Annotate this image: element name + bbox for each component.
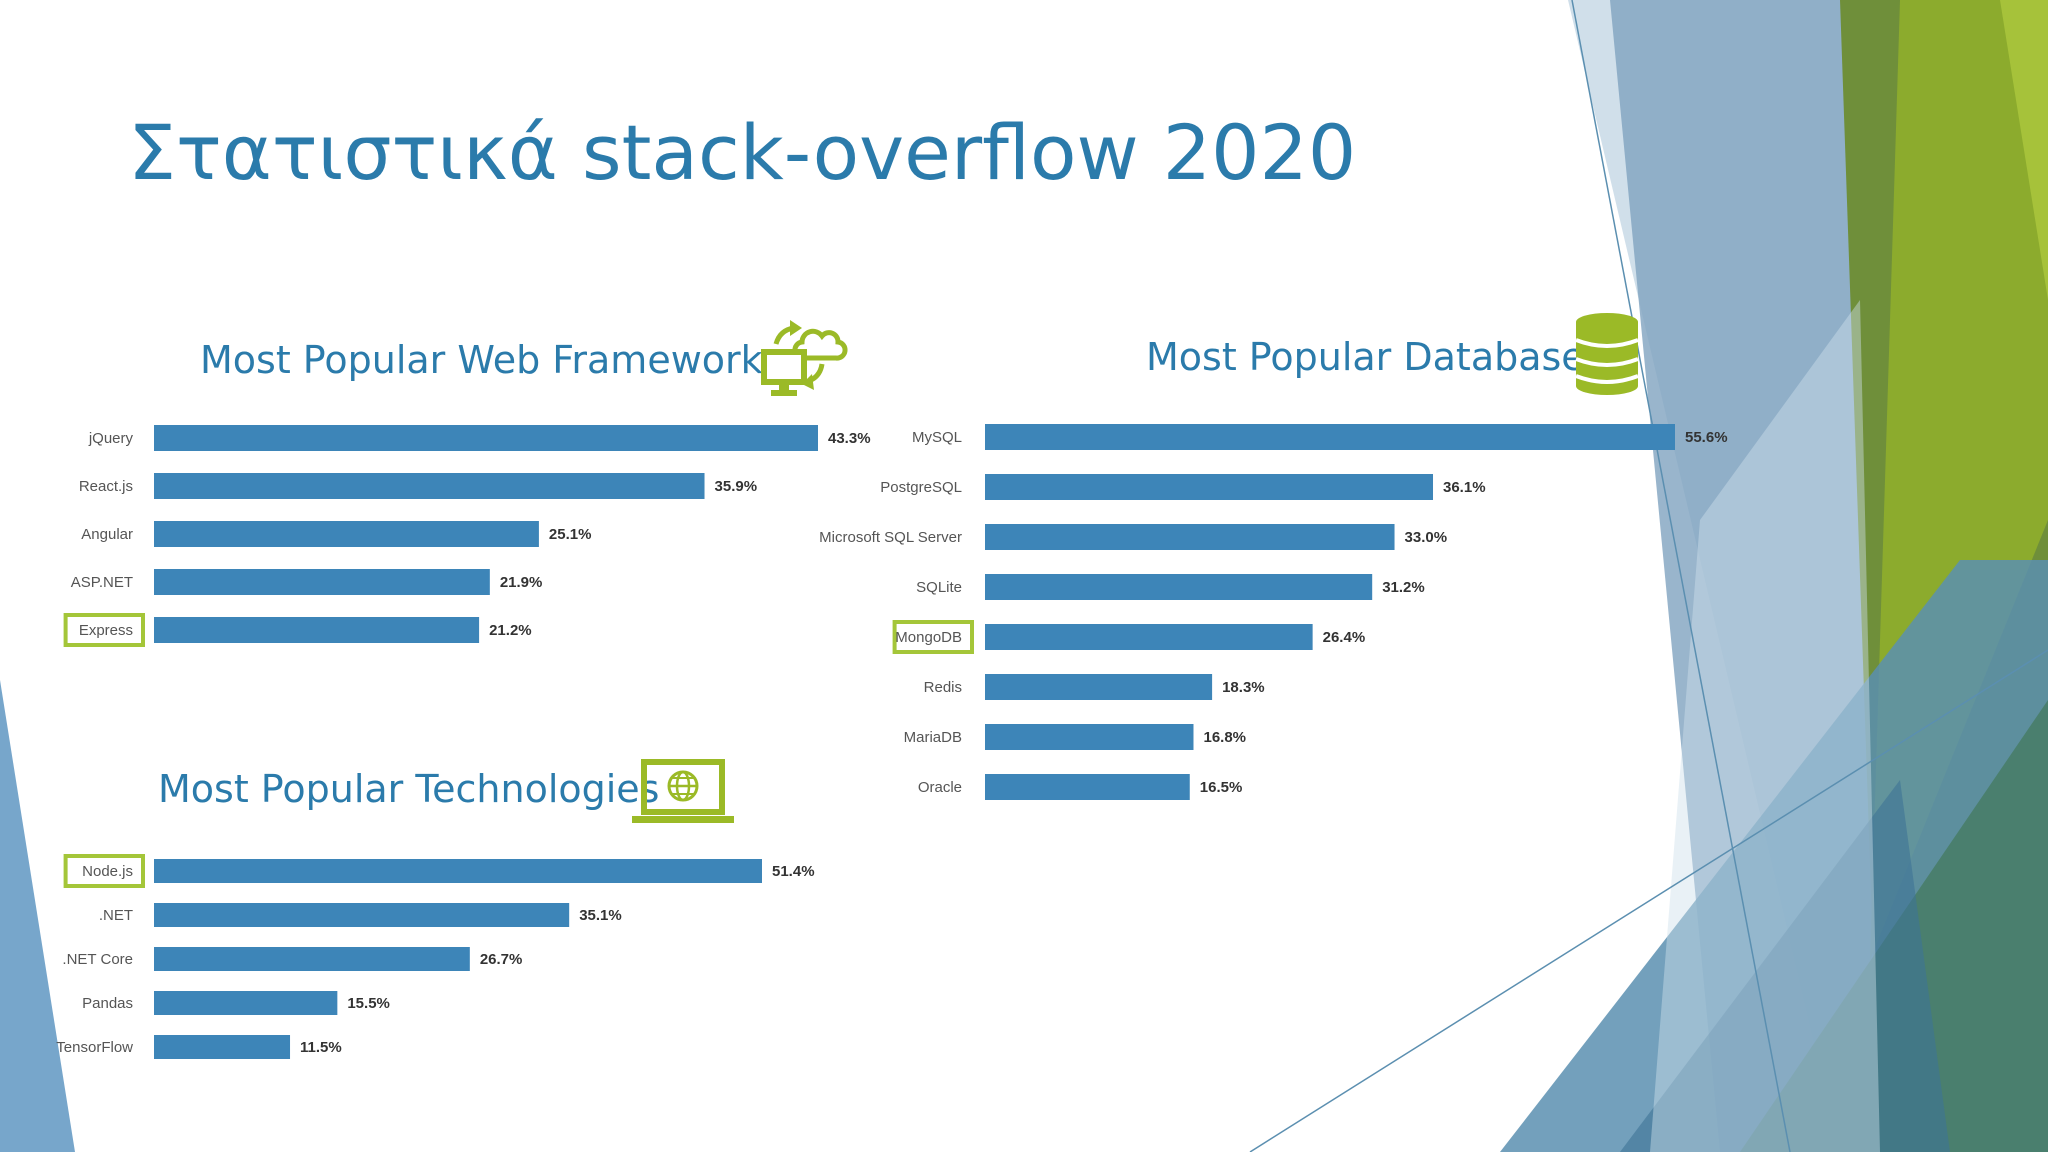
highlight-box-mongodb <box>892 620 974 654</box>
bar-tensorflow <box>154 1035 291 1059</box>
monitor-cloud-sync-icon <box>756 308 852 408</box>
technologies-bar-chart: Node.js 51.4% .NET 35.1% .NET Core 26.7% Panda… <box>0 850 900 1070</box>
value-label-pandas: 15.5% <box>347 995 390 1012</box>
category-label-mysql: MySQL <box>912 429 962 446</box>
bar-react-js <box>154 473 705 499</box>
category-label-mariadb: MariaDB <box>904 729 962 746</box>
frameworks-chart-title: Most Popular Web Frameworks <box>200 338 783 382</box>
frameworks-chart-svg: jQuery 43.3% React.js 35.9% Angular 25.1% ASP.… <box>63 425 871 647</box>
value-label-mongodb: 26.4% <box>1323 629 1366 646</box>
category-label-tensorflow: TensorFlow <box>56 1039 133 1056</box>
category-label-oracle: Oracle <box>918 779 962 796</box>
bar-express <box>154 617 480 643</box>
bar-sqlite <box>985 574 1373 600</box>
bar-asp-net <box>154 569 490 595</box>
bar-node-js <box>154 859 762 883</box>
category-label-microsoft-sql-server: Microsoft SQL Server <box>819 529 962 546</box>
bar-oracle <box>985 774 1190 800</box>
category-label-net-core: .NET Core <box>62 951 133 968</box>
databases-chart-title: Most Popular Databases <box>1146 335 1605 379</box>
bar-angular <box>154 521 539 547</box>
value-label-net: 35.1% <box>579 907 622 924</box>
databases-bar-chart: MySQL 55.6% PostgreSQL 36.1% Microsoft SQL S… <box>780 410 1760 810</box>
bar-mongodb <box>985 624 1313 650</box>
highlight-box-node-js <box>63 854 145 888</box>
value-label-mariadb: 16.8% <box>1203 729 1246 746</box>
database-icon <box>1574 312 1640 400</box>
slide-title: Στατιστικά stack-overflow 2020 <box>128 108 1357 197</box>
value-label-sqlite: 31.2% <box>1382 579 1425 596</box>
category-label-net: .NET <box>99 907 133 924</box>
bar-mariadb <box>985 724 1194 750</box>
bar-mysql <box>985 424 1675 450</box>
value-label-jquery: 43.3% <box>828 430 871 447</box>
bar-net-core <box>154 947 470 971</box>
value-label-express: 21.2% <box>489 622 532 639</box>
category-label-pandas: Pandas <box>82 995 133 1012</box>
category-label-express: Express <box>79 622 133 639</box>
category-label-postgresql: PostgreSQL <box>880 479 962 496</box>
category-label-redis: Redis <box>924 679 962 696</box>
value-label-redis: 18.3% <box>1222 679 1265 696</box>
value-label-postgresql: 36.1% <box>1443 479 1486 496</box>
bar-net <box>154 903 570 927</box>
value-label-tensorflow: 11.5% <box>300 1039 342 1056</box>
value-label-asp-net: 21.9% <box>500 574 543 591</box>
category-label-angular: Angular <box>81 526 133 543</box>
databases-chart-svg: MySQL 55.6% PostgreSQL 36.1% Microsoft SQL S… <box>819 424 1728 800</box>
category-label-asp-net: ASP.NET <box>71 574 133 591</box>
category-label-react-js: React.js <box>79 478 133 495</box>
category-label-mongodb: MongoDB <box>895 629 962 646</box>
category-label-node-js: Node.js <box>82 863 133 880</box>
bar-redis <box>985 674 1213 700</box>
category-label-sqlite: SQLite <box>916 579 962 596</box>
bar-pandas <box>154 991 338 1015</box>
frameworks-bar-chart: jQuery 43.3% React.js 35.9% Angular 25.1% ASP.… <box>0 410 900 660</box>
highlight-box-express <box>63 613 145 647</box>
category-label-jquery: jQuery <box>88 430 134 447</box>
technologies-chart-title: Most Popular Technologies <box>158 767 660 811</box>
value-label-oracle: 16.5% <box>1200 779 1243 796</box>
value-label-microsoft-sql-server: 33.0% <box>1405 529 1448 546</box>
bar-postgresql <box>985 474 1434 500</box>
value-label-node-js: 51.4% <box>772 863 815 880</box>
value-label-react-js: 35.9% <box>715 478 758 495</box>
laptop-globe-icon <box>630 758 736 830</box>
value-label-net-core: 26.7% <box>480 951 523 968</box>
value-label-angular: 25.1% <box>549 526 592 543</box>
value-label-mysql: 55.6% <box>1685 429 1728 446</box>
technologies-chart-svg: Node.js 51.4% .NET 35.1% .NET Core 26.7% Panda… <box>56 854 815 1059</box>
bar-jquery <box>154 425 818 451</box>
bar-microsoft-sql-server <box>985 524 1395 550</box>
